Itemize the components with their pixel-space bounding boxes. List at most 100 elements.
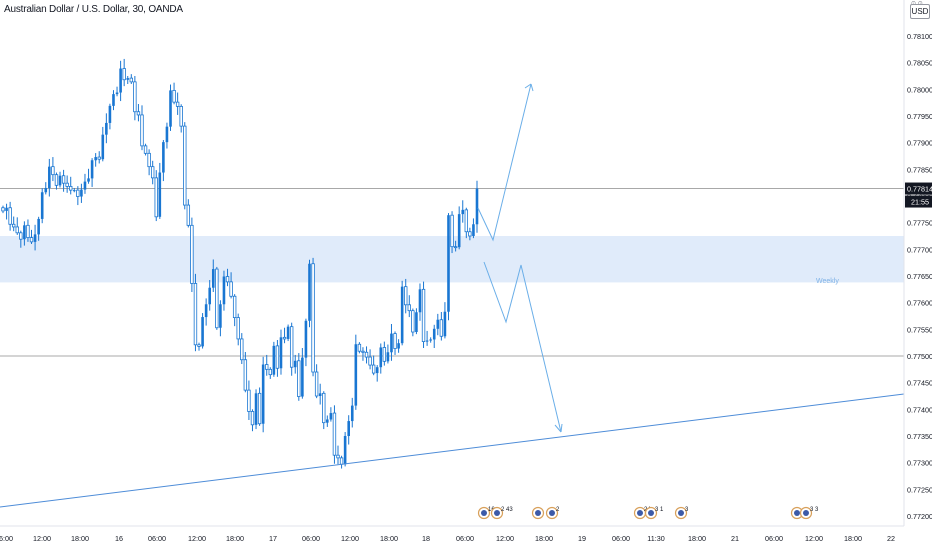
- candle: [400, 280, 404, 346]
- candle-body-down: [282, 336, 287, 340]
- event-flag-count: 16: [488, 507, 495, 513]
- candle-body-up: [443, 311, 447, 337]
- candle-body-down: [439, 319, 444, 337]
- last-price-box: [905, 182, 932, 195]
- candle-body-down: [76, 189, 80, 197]
- candle-body-up: [204, 304, 208, 318]
- candle: [143, 143, 148, 156]
- candle: [361, 347, 365, 361]
- bearish-projection-path: [483, 261, 562, 433]
- candle-body-down: [136, 111, 141, 116]
- candle: [186, 199, 191, 228]
- candle-body-up: [326, 419, 329, 423]
- candle: [1, 205, 5, 214]
- candle-body-down: [450, 214, 454, 248]
- symbol-title: Australian Dollar / U.S. Dollar, 30, OAN…: [4, 4, 183, 15]
- time-tick-label: 06:00: [0, 534, 13, 543]
- candle-body-down: [29, 237, 34, 243]
- candle-body-up: [165, 126, 169, 143]
- event-flag-count: 3 1: [655, 507, 664, 513]
- candle: [232, 294, 237, 327]
- candle: [268, 367, 272, 379]
- candle-body-down: [357, 343, 362, 352]
- candle: [429, 337, 432, 343]
- candle-body-down: [122, 68, 126, 81]
- price-tick-label: 0.78050: [907, 59, 932, 68]
- candle-body-down: [289, 326, 294, 368]
- candle-body-up: [457, 214, 461, 248]
- candle: [390, 324, 393, 361]
- candle: [229, 272, 233, 299]
- economic-event-flag-icon: [531, 506, 545, 520]
- countdown-box: [905, 195, 932, 208]
- economic-event-flag-icon: [790, 506, 804, 520]
- candle: [304, 318, 308, 367]
- candle: [240, 333, 244, 364]
- candle-body-up: [219, 304, 222, 328]
- candle-body-up: [23, 225, 26, 240]
- candle-body-up: [318, 393, 322, 396]
- candle: [468, 227, 472, 241]
- candle-body-down: [257, 392, 262, 425]
- candle-body-down: [186, 204, 191, 226]
- arrowhead-up-right: [530, 83, 534, 92]
- price-tick-label: 0.77600: [907, 299, 932, 308]
- candle: [415, 308, 418, 335]
- price-tick-label: 0.78100: [907, 32, 932, 41]
- candle: [308, 259, 311, 328]
- candle: [154, 170, 158, 222]
- candle: [105, 113, 108, 144]
- candle: [350, 397, 354, 428]
- candle: [371, 355, 376, 376]
- candle-body-down: [175, 101, 180, 107]
- candle-body-up: [386, 352, 390, 362]
- last-price-label: 0.77814: [907, 185, 932, 194]
- candle-body-down: [190, 224, 194, 284]
- candle-body-down: [404, 286, 408, 306]
- candle: [222, 270, 226, 311]
- candle-body-up: [272, 345, 276, 375]
- candle: [37, 216, 40, 241]
- candle-body-up: [429, 339, 432, 341]
- candle-body-down: [197, 344, 201, 347]
- price-tick-label: 0.77950: [907, 112, 932, 121]
- time-tick-label: 18:00: [71, 534, 89, 543]
- candle: [379, 343, 383, 374]
- candle-body-up: [329, 413, 333, 420]
- countdown-label: 21:55: [911, 198, 929, 207]
- candle: [136, 104, 141, 122]
- candle-body-down: [250, 411, 255, 426]
- candle-body-down: [97, 156, 101, 160]
- event-flag-count: 2 43: [501, 507, 513, 513]
- time-tick-label: 18:00: [535, 534, 553, 543]
- candle-body-down: [361, 350, 365, 353]
- price-tick-label: 0.77650: [907, 272, 932, 281]
- price-tick-label: 0.77450: [907, 379, 932, 388]
- candle: [404, 278, 408, 314]
- candle: [329, 407, 333, 422]
- candle: [311, 257, 315, 377]
- candle-body-up: [94, 157, 97, 161]
- candle: [169, 84, 172, 131]
- candle-body-down: [268, 368, 272, 376]
- currency-badge[interactable]: USD: [910, 4, 930, 19]
- candle-body-down: [150, 166, 155, 179]
- candle: [407, 295, 411, 318]
- candle-body-up: [301, 357, 304, 397]
- candle: [54, 172, 59, 190]
- candle-body-down: [275, 345, 280, 369]
- time-tick-label: 12:00: [33, 534, 51, 543]
- candle: [112, 90, 115, 111]
- candle: [472, 218, 475, 239]
- candle-body-up: [397, 343, 400, 349]
- candle-body-up: [90, 160, 94, 179]
- candle: [457, 206, 461, 250]
- candle-body-up: [115, 92, 119, 95]
- candle: [179, 104, 183, 133]
- candle-body-up: [261, 364, 265, 424]
- candle-body-down: [364, 351, 369, 358]
- candle-body-up: [375, 367, 379, 374]
- candle-body-up: [425, 340, 429, 342]
